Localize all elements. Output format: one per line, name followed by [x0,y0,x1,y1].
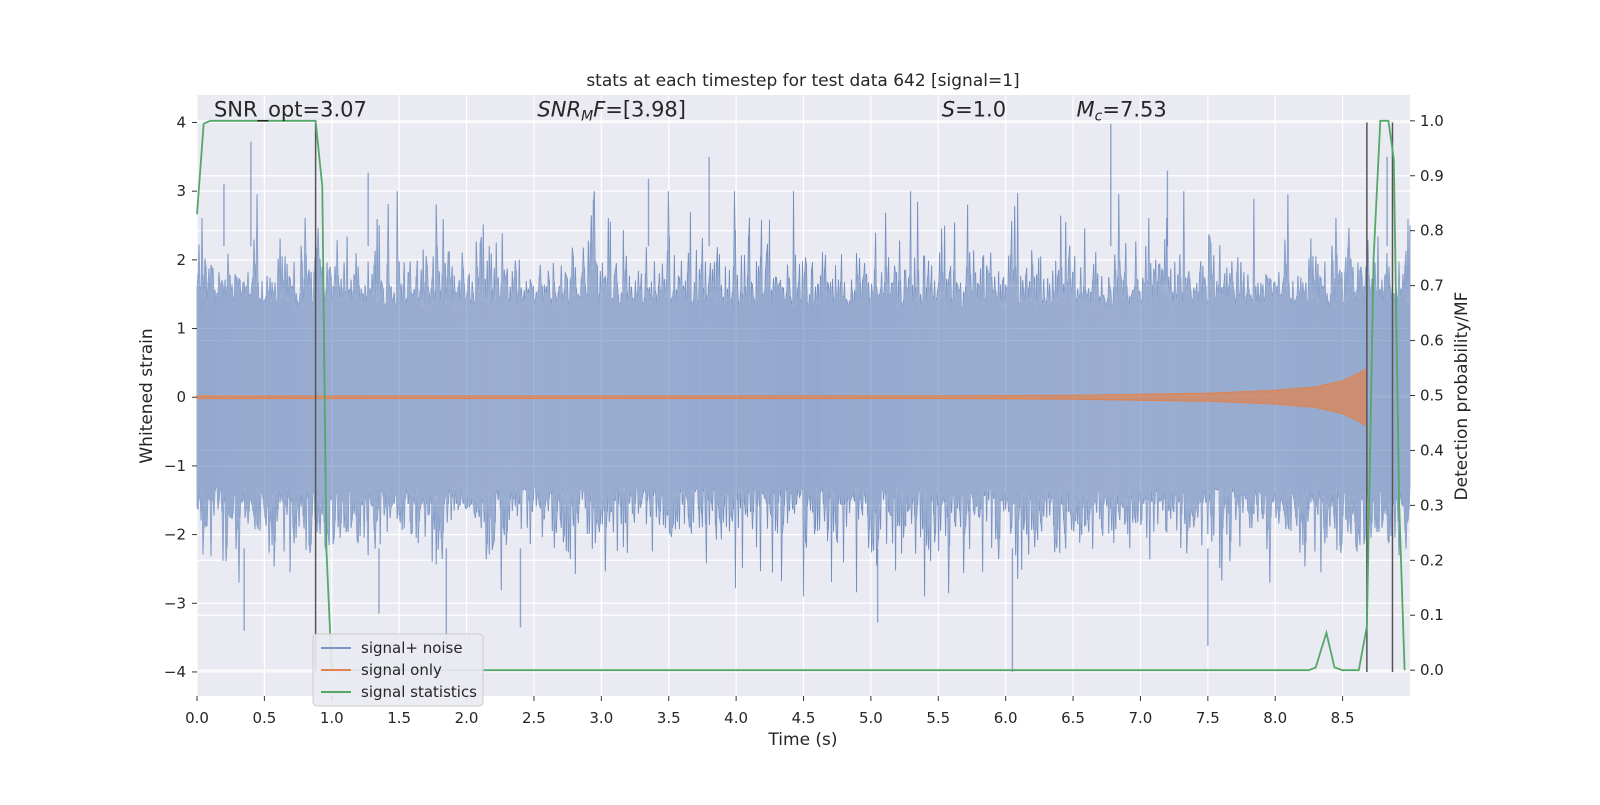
annotation: Mc=7.53 [1077,98,1167,125]
y-right-tick-label: 0.6 [1420,332,1444,350]
y-tick-label: 3 [176,182,186,200]
x-tick-label: 6.5 [1061,709,1085,727]
axes: 0.0 0.5 1.0 1.5 2.0 2.5 3.0 3.5 4.0 4.5 5.0 5.5 6.0 6… [164,112,1444,727]
x-tick-label: 4.5 [792,709,816,727]
noise-upper-edge [196,191,1411,309]
y-axis-label: Whitened strain [137,328,157,463]
x-tick-label: 7.5 [1196,709,1220,727]
legend-label: signal statistics [361,683,477,701]
x-tick-label: 6.0 [994,709,1018,727]
y-right-tick-label: 0.0 [1420,661,1444,679]
x-tick-label: 8.5 [1331,709,1355,727]
x-tick-label: 1.5 [387,709,411,727]
y-tick-label: −3 [164,594,186,612]
x-tick-label: 0.0 [185,709,209,727]
y-right-tick-label: 0.1 [1420,606,1444,624]
annotation: SNRMF=[3.98] [537,98,686,125]
legend-label: signal+ noise [361,639,463,657]
legend: signal+ noise signal only signal statistic… [312,633,484,707]
y-tick-label: 0 [176,388,186,406]
y-right-tick-label: 0.7 [1420,277,1444,295]
chart-title: stats at each timestep for test data 642… [586,71,1019,91]
annotation: SNR_opt=3.07 [214,98,367,123]
x-tick-label: 2.0 [455,709,479,727]
y-tick-label: −4 [164,663,186,681]
y-tick-label: 2 [176,251,186,269]
x-tick-label: 3.0 [589,709,613,727]
x-tick-label: 4.0 [724,709,748,727]
x-tick-label: 1.0 [320,709,344,727]
signal-statistics-series [196,119,1406,672]
legend-box [312,633,484,707]
x-tick-label: 5.0 [859,709,883,727]
noise-lower-edge [196,486,1411,597]
annotation: S=1.0 [942,98,1006,122]
x-tick-label: 7.0 [1129,709,1153,727]
y-right-tick-label: 0.2 [1420,551,1444,569]
y-tick-label: −2 [164,526,186,544]
x-tick-label: 3.5 [657,709,681,727]
annotations: SNR_opt=3.07 SNRMF=[3.98] S=1.0 Mc=7.53 [214,98,1167,125]
signal-statistics-line [196,119,1406,672]
x-axis-label: Time (s) [767,730,837,750]
y-tick-label: 4 [176,113,186,131]
x-tick-label: 8.0 [1263,709,1287,727]
y-right-tick-label: 0.4 [1420,441,1444,459]
y-right-tick-label: 0.5 [1420,387,1444,405]
x-tick-label: 2.5 [522,709,546,727]
x-tick-label: 0.5 [252,709,276,727]
y-axis-right-label: Detection probability/MF [1452,292,1472,501]
legend-label: signal only [361,661,442,679]
y-right-tick-label: 0.8 [1420,222,1444,240]
x-tick-label: 5.5 [926,709,950,727]
signal-noise-series [196,123,1411,672]
y-right-tick-label: 0.9 [1420,167,1444,185]
y-right-tick-label: 0.3 [1420,496,1444,514]
y-tick-label: 1 [176,320,186,338]
y-tick-label: −1 [164,457,186,475]
y-right-tick-label: 1.0 [1420,112,1444,130]
